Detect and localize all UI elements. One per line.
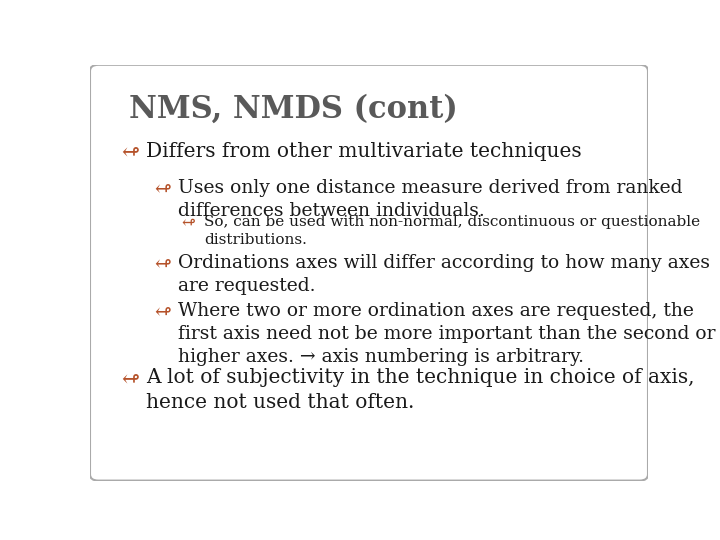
Text: ↫: ↫ [121, 368, 139, 390]
Text: NMS, NMDS (cont): NMS, NMDS (cont) [129, 94, 458, 125]
FancyBboxPatch shape [90, 65, 648, 481]
Text: ↫: ↫ [181, 215, 195, 232]
Text: ↫: ↫ [154, 179, 171, 198]
Text: Where two or more ordination axes are requested, the
first axis need not be more: Where two or more ordination axes are re… [178, 302, 716, 366]
Text: So, can be used with non-normal, discontinuous or questionable
distributions.: So, can be used with non-normal, discont… [204, 215, 701, 247]
Text: A lot of subjectivity in the technique in choice of axis,
hence not used that of: A lot of subjectivity in the technique i… [145, 368, 694, 411]
Text: Differs from other multivariate techniques: Differs from other multivariate techniqu… [145, 141, 582, 161]
Text: ↫: ↫ [121, 141, 139, 164]
Text: ↫: ↫ [154, 302, 171, 321]
Text: Ordinations axes will differ according to how many axes
are requested.: Ordinations axes will differ according t… [178, 254, 710, 295]
Text: ↫: ↫ [154, 254, 171, 273]
Text: Uses only one distance measure derived from ranked
differences between individua: Uses only one distance measure derived f… [178, 179, 683, 220]
